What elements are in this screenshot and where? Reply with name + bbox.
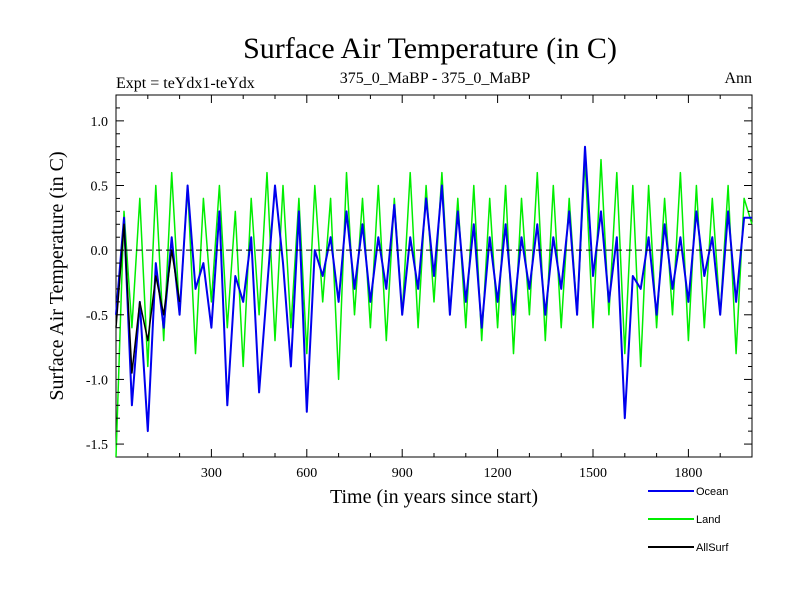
chart-title: Surface Air Temperature (in C) — [243, 32, 617, 65]
y-tick-label: 0.5 — [91, 180, 109, 195]
x-tick-label: 300 — [201, 466, 222, 481]
y-tick-label: 0.0 — [91, 244, 109, 259]
series-layer — [115, 145, 753, 458]
subtitle-left: Expt = teYdx1-teYdx — [116, 75, 255, 92]
subtitle-right: Ann — [724, 70, 752, 87]
series-line-land — [115, 158, 753, 458]
series-line-ocean — [115, 145, 752, 433]
legend-label-land: Land — [696, 514, 720, 526]
y-tick-label: -0.5 — [86, 309, 108, 324]
subtitle-center: 375_0_MaBP - 375_0_MaBP — [340, 70, 531, 87]
x-tick-label: 600 — [296, 466, 317, 481]
y-tick-label: 1.0 — [91, 115, 109, 130]
y-tick-label: -1.0 — [86, 373, 108, 388]
x-tick-label: 900 — [392, 466, 413, 481]
x-axis-label: Time (in years since start) — [330, 486, 538, 508]
x-tick-label: 1200 — [484, 466, 512, 481]
y-tick-label: -1.5 — [86, 438, 108, 453]
x-tick-label: 1800 — [674, 466, 702, 481]
y-axis-label: Surface Air Temperature (in C) — [46, 151, 68, 400]
legend-label-allsurf: AllSurf — [696, 542, 729, 554]
series-line-allsurf — [115, 223, 181, 374]
x-tick-label: 1500 — [579, 466, 607, 481]
legend-label-ocean: Ocean — [696, 486, 728, 498]
legend: Ocean Land AllSurf — [648, 486, 729, 554]
axes-layer: 300 600 900 1200 1500 1800 1.0 0.5 0.0 -0.5 -1.0 -1… — [86, 95, 752, 481]
